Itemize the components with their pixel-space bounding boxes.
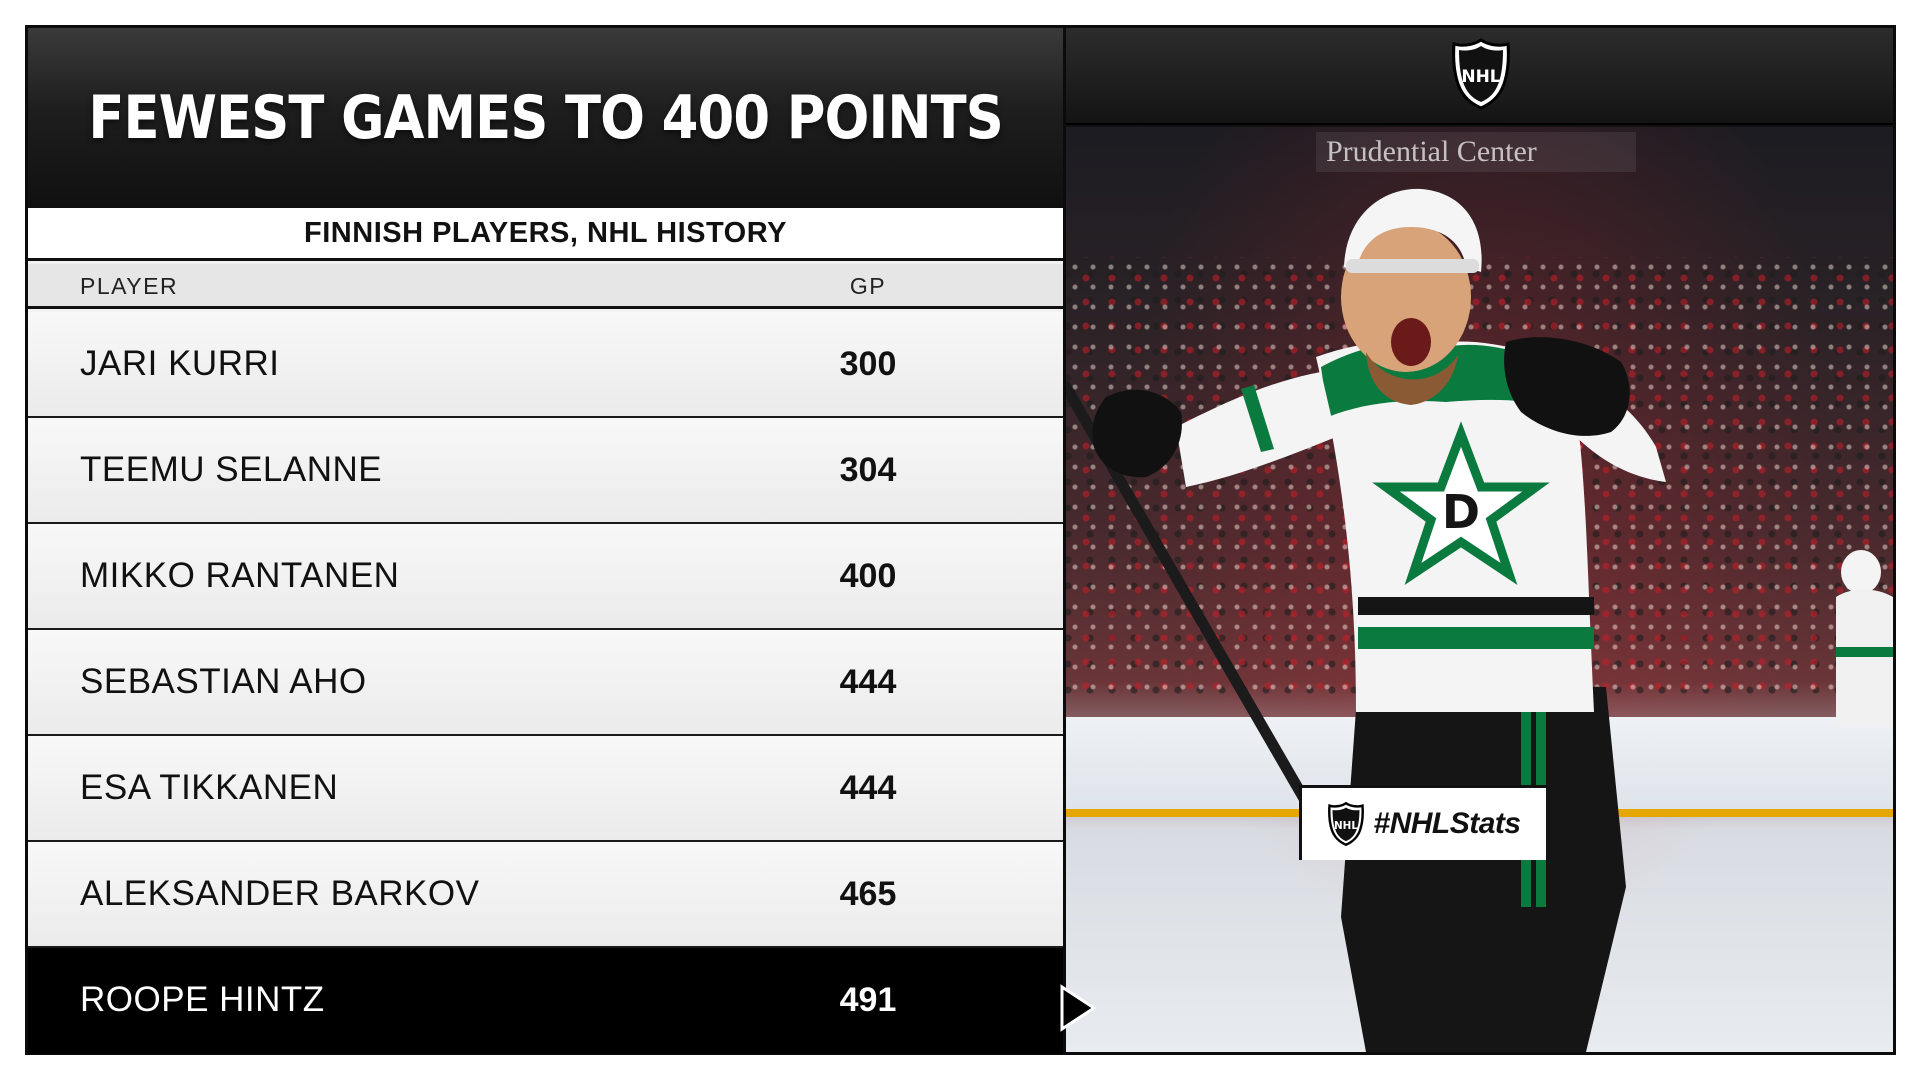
table-subtitle: FINNISH PLAYERS, NHL HISTORY bbox=[304, 216, 787, 249]
celebrating-player-illustration: D bbox=[1066, 188, 1893, 1052]
games-played: 300 bbox=[839, 345, 897, 383]
column-header-player: PLAYER bbox=[80, 273, 179, 299]
graphic-frame: FEWEST GAMES TO 400 POINTS FINNISH PLAYE… bbox=[25, 25, 1896, 1055]
table-row: JARI KURRI 300 bbox=[28, 312, 1063, 418]
player-photo-panel: NHL Prudential Center bbox=[1066, 28, 1893, 1052]
table-row-highlighted: ROOPE HINTZ 491 bbox=[28, 948, 1063, 1054]
title-banner: FEWEST GAMES TO 400 POINTS bbox=[28, 28, 1063, 208]
player-name: JARI KURRI bbox=[80, 344, 280, 383]
subtitle-bar: FINNISH PLAYERS, NHL HISTORY bbox=[28, 208, 1063, 261]
nhl-shield-logo-icon: NHL bbox=[1452, 38, 1510, 110]
table-body: JARI KURRI 300 TEEMU SELANNE 304 MIKKO R… bbox=[28, 312, 1063, 1054]
logo-text: NHL bbox=[1334, 820, 1358, 832]
games-played: 444 bbox=[839, 769, 897, 807]
player-name: ESA TIKKANEN bbox=[80, 768, 339, 807]
column-header-row: PLAYER GP bbox=[28, 264, 1063, 309]
logo-bar: NHL bbox=[1066, 28, 1893, 125]
player-name: ROOPE HINTZ bbox=[80, 980, 325, 1019]
games-played: 465 bbox=[839, 875, 897, 913]
dallas-star-logo-icon: D bbox=[1372, 421, 1550, 586]
player-name: MIKKO RANTANEN bbox=[80, 556, 400, 595]
table-row: SEBASTIAN AHO 444 bbox=[28, 630, 1063, 736]
page-title: FEWEST GAMES TO 400 POINTS bbox=[88, 83, 1003, 153]
logo-text: NHL bbox=[1461, 67, 1500, 87]
table-row: MIKKO RANTANEN 400 bbox=[28, 524, 1063, 630]
hashtag-badge: NHL #NHLStats bbox=[1299, 785, 1546, 860]
stats-table-panel: FEWEST GAMES TO 400 POINTS FINNISH PLAYE… bbox=[28, 28, 1063, 1054]
player-photo: Prudential Center bbox=[1066, 127, 1893, 1052]
games-played: 400 bbox=[839, 557, 897, 595]
nhl-shield-logo-icon: NHL bbox=[1328, 802, 1365, 846]
games-played: 444 bbox=[839, 663, 897, 701]
arena-sign: Prudential Center bbox=[1316, 132, 1636, 172]
column-header-gp: GP bbox=[849, 273, 887, 299]
player-name: TEEMU SELANNE bbox=[80, 450, 383, 489]
hashtag-text: #NHLStats bbox=[1373, 807, 1521, 840]
play-arrow-icon bbox=[1060, 984, 1097, 1032]
hashtag-box: NHL #NHLStats bbox=[1299, 785, 1546, 860]
table-row: ESA TIKKANEN 444 bbox=[28, 736, 1063, 842]
games-played: 491 bbox=[839, 981, 897, 1019]
player-name: ALEKSANDER BARKOV bbox=[80, 874, 480, 913]
games-played: 304 bbox=[839, 451, 897, 489]
table-row: ALEKSANDER BARKOV 465 bbox=[28, 842, 1063, 948]
player-name: SEBASTIAN AHO bbox=[80, 662, 367, 701]
table-row: TEEMU SELANNE 304 bbox=[28, 418, 1063, 524]
svg-text:D: D bbox=[1442, 485, 1480, 539]
